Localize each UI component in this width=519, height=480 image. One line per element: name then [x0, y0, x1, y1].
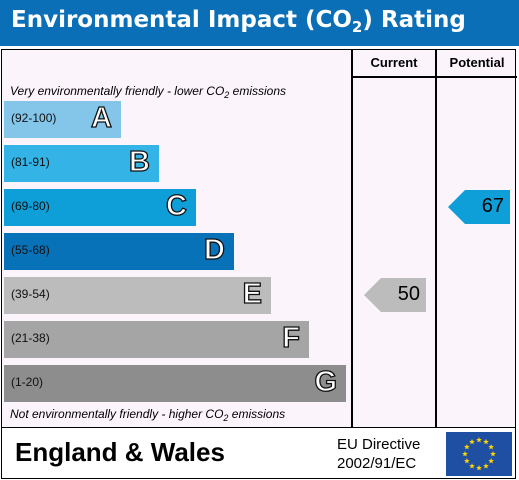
eu-star-icon: [488, 444, 494, 450]
eu-star-icon: [469, 463, 475, 469]
footer-directive: EU Directive 2002/91/EC: [337, 435, 420, 473]
eu-star-icon: [490, 451, 496, 457]
band-letter: A: [90, 101, 112, 134]
footer-region: England & Wales: [15, 437, 225, 467]
current-column-divider: [351, 49, 353, 428]
band-d: (55-68) D: [4, 233, 234, 270]
band-range: (1-20): [11, 375, 44, 389]
band-f: (21-38) F: [4, 321, 309, 358]
eu-star-icon: [464, 458, 470, 464]
band-letter: F: [282, 321, 301, 354]
band-letter: B: [128, 145, 150, 178]
band-range: (39-54): [11, 287, 50, 301]
band-letter: C: [165, 189, 187, 222]
directive-line1: EU Directive: [337, 436, 421, 453]
eu-star-icon: [483, 463, 489, 469]
potential-rating-value: 67: [481, 195, 504, 217]
band-range: (21-38): [11, 331, 50, 345]
potential-column-header: Potential: [449, 55, 505, 70]
band-range: (81-91): [11, 155, 50, 169]
band-a: (92-100) A: [4, 101, 121, 138]
eu-star-icon: [488, 458, 494, 464]
band-range: (92-100): [11, 111, 57, 125]
eu-star-icon: [469, 438, 475, 445]
band-c: (69-80) C: [4, 189, 196, 226]
potential-rating-arrow: [448, 190, 510, 224]
current-rating-arrow: [364, 278, 426, 312]
band-letter: D: [203, 233, 225, 266]
current-column-header: Current: [370, 55, 418, 70]
eu-star-icon: [476, 437, 482, 443]
current-rating-value: 50: [397, 283, 420, 305]
band-b: (81-91) B: [4, 145, 159, 182]
eu-star-icon: [476, 465, 482, 471]
eu-flag-icon: [446, 432, 512, 476]
top-note: Very environmentally friendly - lower CO…: [10, 84, 286, 100]
page-title: Environmental Impact (CO2) Rating: [11, 7, 466, 36]
column-header-divider: [351, 76, 517, 78]
band-range: (69-80): [11, 199, 50, 213]
band-letter: G: [314, 365, 338, 398]
potential-rating-pointer: 67: [448, 190, 510, 224]
eu-star-icon: [464, 444, 470, 450]
eu-star-icon: [483, 438, 489, 445]
bottom-note: Not environmentally friendly - higher CO…: [10, 407, 286, 423]
band-e: (39-54) E: [4, 277, 271, 314]
band-letter: E: [242, 277, 263, 310]
directive-line2: 2002/91/EC: [337, 455, 417, 472]
current-rating-pointer: 50: [364, 278, 426, 312]
eu-star-icon: [462, 451, 468, 457]
band-g: (1-20) G: [4, 365, 346, 402]
footer: [1, 428, 516, 479]
band-range: (55-68): [11, 243, 50, 257]
header-bar: Environmental Impact (CO2) Rating: [0, 0, 519, 46]
potential-column-divider: [435, 49, 437, 428]
